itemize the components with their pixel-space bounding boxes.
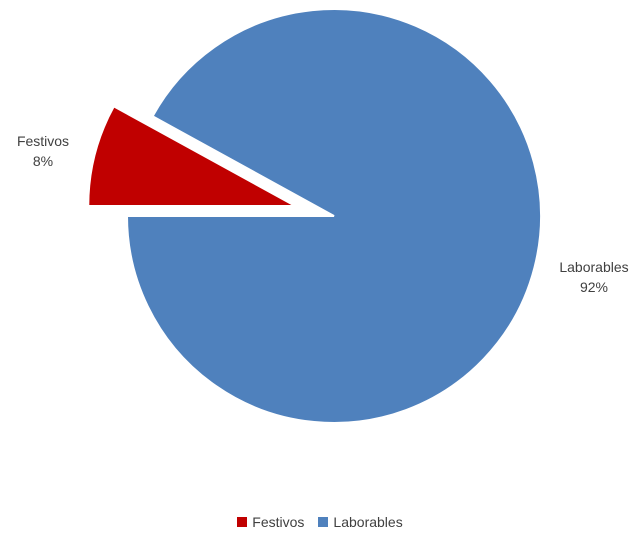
legend-item-festivos: Festivos: [237, 514, 304, 530]
legend-item-laborables: Laborables: [318, 514, 403, 530]
chart-legend: Festivos Laborables: [0, 514, 640, 530]
legend-swatch-festivos: [237, 517, 248, 527]
pie-slice-laborables: [125, 8, 542, 424]
data-label-category-festivos: Festivos: [17, 133, 69, 149]
pie-slice-festivos: [87, 104, 296, 208]
legend-swatch-laborables: [318, 517, 329, 527]
data-label-value-laborables: 92%: [580, 279, 608, 295]
legend-label-festivos: Festivos: [252, 514, 305, 530]
legend-label-laborables: Laborables: [333, 514, 403, 530]
data-label-category-laborables: Laborables: [559, 259, 628, 275]
data-label-value-festivos: 8%: [33, 153, 53, 169]
